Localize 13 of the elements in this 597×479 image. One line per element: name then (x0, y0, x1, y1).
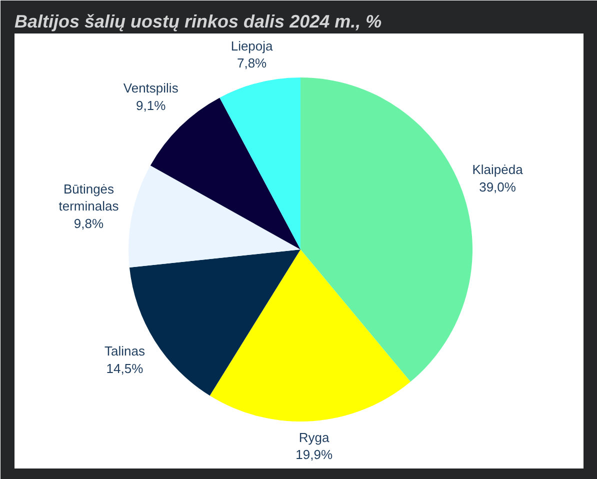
data-label: 14,5% (106, 360, 144, 376)
slice-label: Talinas (104, 344, 146, 359)
slice-label: Klaipėda (472, 162, 524, 178)
chart-title: Baltijos šalių uostų rinkos dalis 2024 m., % (14, 12, 382, 32)
data-label: 19,9% (296, 447, 333, 462)
data-label: 7,8% (236, 56, 268, 71)
data-label: 9,8% (74, 216, 104, 231)
data-label: 39,0% (479, 179, 516, 194)
slice-label: Liepoja (230, 38, 274, 54)
data-label: 9,1% (136, 98, 166, 113)
slice-label: Ventspilis (123, 80, 179, 96)
slice-label: Ryga (298, 430, 330, 445)
slice-label: Būtingės terminalas (58, 181, 120, 214)
